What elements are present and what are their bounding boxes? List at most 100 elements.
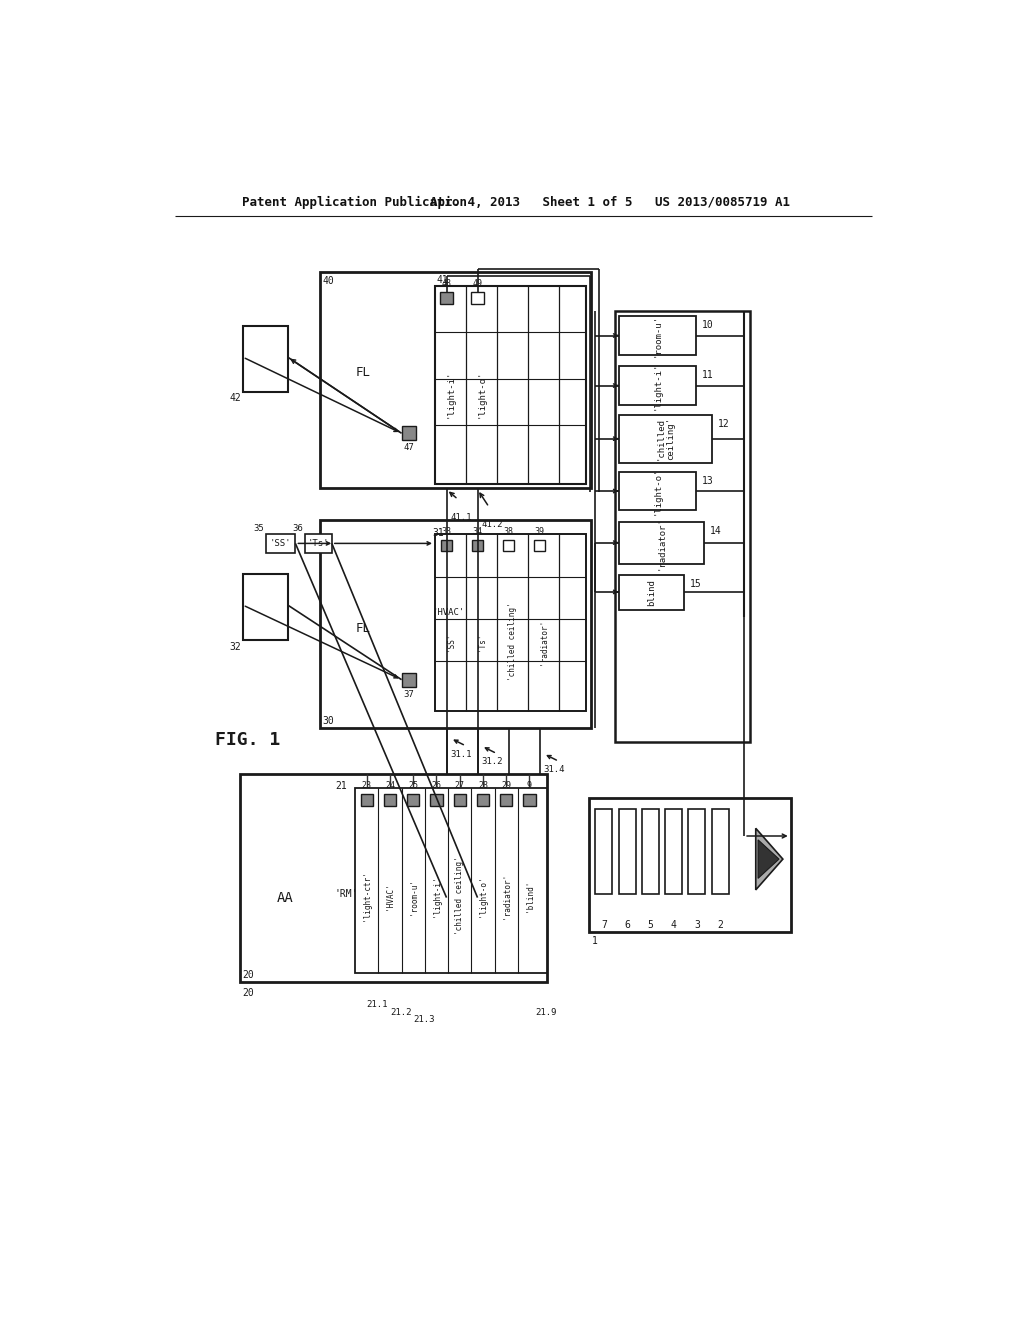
Bar bbox=[435, 535, 586, 711]
Text: 12: 12 bbox=[718, 418, 729, 429]
Text: 'SS': 'SS' bbox=[445, 632, 455, 651]
Text: 31.4: 31.4 bbox=[544, 766, 565, 774]
Text: 'HVAC': 'HVAC' bbox=[432, 609, 465, 618]
Text: 7: 7 bbox=[601, 920, 607, 929]
Text: 36: 36 bbox=[293, 524, 303, 533]
Text: 'room-u': 'room-u' bbox=[653, 314, 662, 356]
Bar bbox=[665, 809, 682, 894]
Text: 21.3: 21.3 bbox=[414, 1015, 435, 1024]
Text: 'light-i': 'light-i' bbox=[653, 362, 662, 409]
Bar bbox=[642, 809, 658, 894]
Text: 6: 6 bbox=[625, 920, 630, 929]
Text: 14: 14 bbox=[710, 525, 722, 536]
Text: 25: 25 bbox=[409, 781, 418, 789]
Bar bbox=[535, 540, 545, 552]
Text: 47: 47 bbox=[403, 444, 414, 453]
Bar bbox=[472, 540, 483, 552]
Bar bbox=[454, 793, 466, 807]
Text: Apr. 4, 2013   Sheet 1 of 5: Apr. 4, 2013 Sheet 1 of 5 bbox=[430, 195, 633, 209]
Text: 4: 4 bbox=[671, 920, 677, 929]
Bar bbox=[407, 793, 420, 807]
Text: 30: 30 bbox=[323, 715, 334, 726]
Text: 24: 24 bbox=[385, 781, 395, 789]
Bar bbox=[430, 793, 442, 807]
Text: 48: 48 bbox=[441, 279, 452, 288]
Text: 'light-o': 'light-o' bbox=[653, 467, 662, 515]
Bar bbox=[618, 809, 636, 894]
Bar bbox=[471, 292, 483, 304]
Text: 41.2: 41.2 bbox=[481, 520, 503, 529]
Text: 'SS': 'SS' bbox=[270, 539, 292, 548]
Bar bbox=[266, 535, 295, 553]
Bar bbox=[305, 535, 332, 553]
Text: 21.2: 21.2 bbox=[390, 1007, 412, 1016]
Text: 'light-ctr': 'light-ctr' bbox=[362, 871, 372, 921]
Bar bbox=[618, 317, 696, 355]
Bar bbox=[241, 775, 547, 982]
Text: 2: 2 bbox=[717, 920, 723, 929]
Text: 31: 31 bbox=[432, 528, 444, 539]
Text: 49: 49 bbox=[472, 279, 482, 288]
Text: US 2013/0085719 A1: US 2013/0085719 A1 bbox=[655, 195, 790, 209]
Bar bbox=[618, 471, 696, 511]
Text: 'room-u': 'room-u' bbox=[409, 878, 418, 915]
Text: 1: 1 bbox=[592, 936, 597, 946]
Bar bbox=[355, 788, 547, 973]
Text: 'light-o': 'light-o' bbox=[477, 370, 486, 418]
Text: 31.1: 31.1 bbox=[451, 750, 472, 759]
Bar bbox=[401, 673, 416, 686]
Bar bbox=[595, 809, 612, 894]
Text: 'chilled
ceiling': 'chilled ceiling' bbox=[655, 417, 675, 461]
Text: 'chilled ceiling': 'chilled ceiling' bbox=[508, 603, 517, 681]
Bar bbox=[712, 809, 729, 894]
Text: 10: 10 bbox=[702, 321, 714, 330]
Bar bbox=[477, 793, 489, 807]
Text: 41.1: 41.1 bbox=[451, 512, 472, 521]
Bar bbox=[243, 574, 288, 640]
Text: Patent Application Publication: Patent Application Publication bbox=[242, 195, 467, 209]
Text: 9: 9 bbox=[527, 781, 531, 789]
Text: 3: 3 bbox=[694, 920, 699, 929]
Text: 41: 41 bbox=[436, 275, 449, 285]
Text: FL: FL bbox=[355, 622, 371, 635]
Text: 35: 35 bbox=[254, 524, 264, 533]
Text: 'Ts': 'Ts' bbox=[477, 632, 486, 651]
Bar bbox=[435, 286, 586, 484]
Text: 37: 37 bbox=[403, 689, 414, 698]
Bar bbox=[384, 793, 396, 807]
Text: 20: 20 bbox=[243, 970, 254, 979]
Polygon shape bbox=[758, 840, 779, 878]
Text: 13: 13 bbox=[702, 475, 714, 486]
Text: 21: 21 bbox=[335, 780, 347, 791]
Text: 39: 39 bbox=[535, 527, 545, 536]
Bar bbox=[618, 521, 703, 564]
Text: 'light-i': 'light-i' bbox=[432, 875, 441, 917]
Bar bbox=[500, 793, 512, 807]
Text: 'light-i': 'light-i' bbox=[445, 370, 455, 418]
Text: 'blind': 'blind' bbox=[525, 880, 534, 912]
Text: 23: 23 bbox=[361, 781, 372, 789]
Text: 40: 40 bbox=[323, 276, 334, 286]
Bar bbox=[618, 414, 712, 462]
Bar bbox=[503, 540, 514, 552]
Bar bbox=[614, 312, 751, 742]
Text: 11: 11 bbox=[702, 370, 714, 380]
Text: 21.1: 21.1 bbox=[367, 1001, 388, 1008]
Bar bbox=[243, 326, 288, 392]
Text: 27: 27 bbox=[455, 781, 465, 789]
Text: 'HVAC': 'HVAC' bbox=[385, 882, 394, 909]
Text: 42: 42 bbox=[229, 393, 241, 403]
Bar bbox=[618, 576, 684, 610]
Text: 26: 26 bbox=[431, 781, 441, 789]
Text: 'chilled ceiling': 'chilled ceiling' bbox=[456, 857, 464, 936]
Text: 15: 15 bbox=[690, 578, 701, 589]
Text: 31.2: 31.2 bbox=[481, 758, 503, 767]
Text: 20: 20 bbox=[243, 989, 254, 998]
Text: 28: 28 bbox=[478, 781, 488, 789]
Text: 38: 38 bbox=[504, 527, 513, 536]
Text: 34: 34 bbox=[472, 527, 482, 536]
Text: 'radiator': 'radiator' bbox=[502, 873, 511, 919]
Text: 'radiator': 'radiator' bbox=[656, 516, 666, 570]
Bar bbox=[401, 426, 416, 441]
Polygon shape bbox=[756, 829, 783, 890]
